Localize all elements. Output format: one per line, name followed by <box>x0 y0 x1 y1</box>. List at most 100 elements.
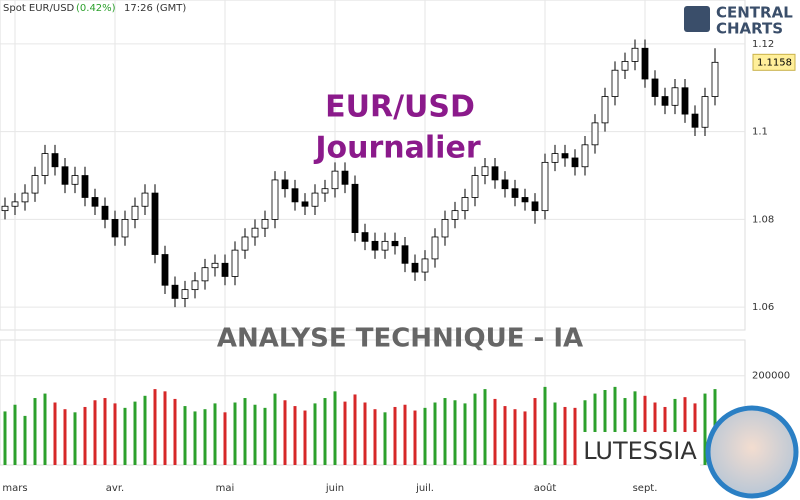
chart-subtitle: Journalier <box>313 131 480 166</box>
volume-bar <box>73 412 77 465</box>
volume-bar <box>213 403 217 465</box>
candle-body <box>31 175 39 194</box>
volume-bar <box>93 400 97 465</box>
candle-body <box>151 192 159 255</box>
candle-body <box>541 161 549 212</box>
volume-bar <box>53 402 57 465</box>
candle-body <box>341 170 349 185</box>
logo-text: CHARTS <box>716 20 783 38</box>
candle-body <box>391 240 399 247</box>
candle-body <box>1 205 9 212</box>
volume-bar <box>373 409 377 465</box>
candle-body <box>681 87 689 115</box>
logo-icon <box>684 6 710 32</box>
volume-bar <box>393 406 397 465</box>
y-tick-label: 200000 <box>752 371 790 382</box>
candle-body <box>21 192 29 203</box>
banner: ANALYSE TECHNIQUE - IA <box>217 324 583 354</box>
volume-bar <box>483 389 487 465</box>
y-tick-label: 1.06 <box>752 302 774 313</box>
volume-bar <box>293 406 297 465</box>
volume-bar <box>333 391 337 465</box>
candle-body <box>181 289 189 299</box>
candle-body <box>601 96 609 124</box>
candle-body <box>511 188 519 198</box>
candle-body <box>401 245 409 264</box>
candle-body <box>571 157 579 168</box>
volume-bar <box>403 404 407 465</box>
volume-bar <box>573 407 577 465</box>
volume-bar <box>163 391 167 465</box>
volume-bar <box>413 410 417 465</box>
volume-bar <box>543 386 547 465</box>
candle-body <box>201 267 209 282</box>
candle-body <box>551 153 559 163</box>
candle-body <box>671 87 679 106</box>
volume-bar <box>643 395 647 465</box>
candle-body <box>591 122 599 146</box>
volume-bar <box>523 411 527 465</box>
candle-body <box>501 179 509 190</box>
volume-bar <box>603 390 607 465</box>
volume-bar <box>433 402 437 465</box>
volume-bar <box>173 398 177 465</box>
y-tick-label: 1.08 <box>752 214 774 225</box>
volume-bar <box>13 404 17 465</box>
candle-body <box>71 175 79 185</box>
candle-body <box>491 166 499 181</box>
volume-bar <box>443 398 447 465</box>
candle-body <box>101 205 109 220</box>
volume-bar <box>233 402 237 465</box>
x-tick-label: août <box>534 482 557 494</box>
candle-body <box>461 197 469 212</box>
volume-bar <box>673 398 677 465</box>
candle-body <box>91 197 99 207</box>
volume-bar <box>33 398 37 465</box>
candle-body <box>51 153 59 168</box>
candle-body <box>431 236 439 260</box>
volume-bar <box>553 402 557 465</box>
candle-body <box>41 153 49 176</box>
candle-body <box>371 240 379 251</box>
candle-body <box>611 69 619 97</box>
x-tick-label: mars <box>2 483 27 494</box>
volume-bar <box>183 406 187 465</box>
volume-bar <box>283 400 287 465</box>
volume-bar <box>223 412 227 465</box>
candle-body <box>141 192 149 207</box>
x-tick-label: sept. <box>633 483 658 494</box>
volume-bar <box>23 415 27 465</box>
volume-bar <box>83 406 87 465</box>
volume-bar <box>323 398 327 465</box>
volume-bar <box>633 391 637 465</box>
candle-body <box>61 166 69 185</box>
candle-body <box>651 78 659 97</box>
candle-body <box>561 153 569 159</box>
last-price-label: 1.1158 <box>757 57 792 68</box>
x-tick-label: avr. <box>106 483 124 494</box>
brand: LUTESSIA <box>583 437 697 465</box>
volume-bar <box>113 403 117 465</box>
candle-body <box>521 197 529 203</box>
logo-text: CENTRAL <box>716 4 793 22</box>
candle-body <box>291 188 299 203</box>
candle-body <box>361 232 369 242</box>
volume-bar <box>203 409 207 465</box>
volume-bar <box>3 411 7 465</box>
candle-body <box>221 262 229 277</box>
volume-bar <box>63 409 67 465</box>
volume-bar <box>243 398 247 465</box>
candle-body <box>701 96 709 128</box>
volume-bar <box>683 397 687 465</box>
candle-body <box>231 249 239 277</box>
candle-body <box>261 219 269 229</box>
candle-body <box>331 170 339 190</box>
volume-bar <box>143 395 147 465</box>
volume-bar <box>263 407 267 465</box>
volume-bar <box>343 401 347 465</box>
instrument: Spot EUR/USD <box>3 3 75 14</box>
volume-bar <box>313 403 317 465</box>
volume-bar <box>453 400 457 465</box>
